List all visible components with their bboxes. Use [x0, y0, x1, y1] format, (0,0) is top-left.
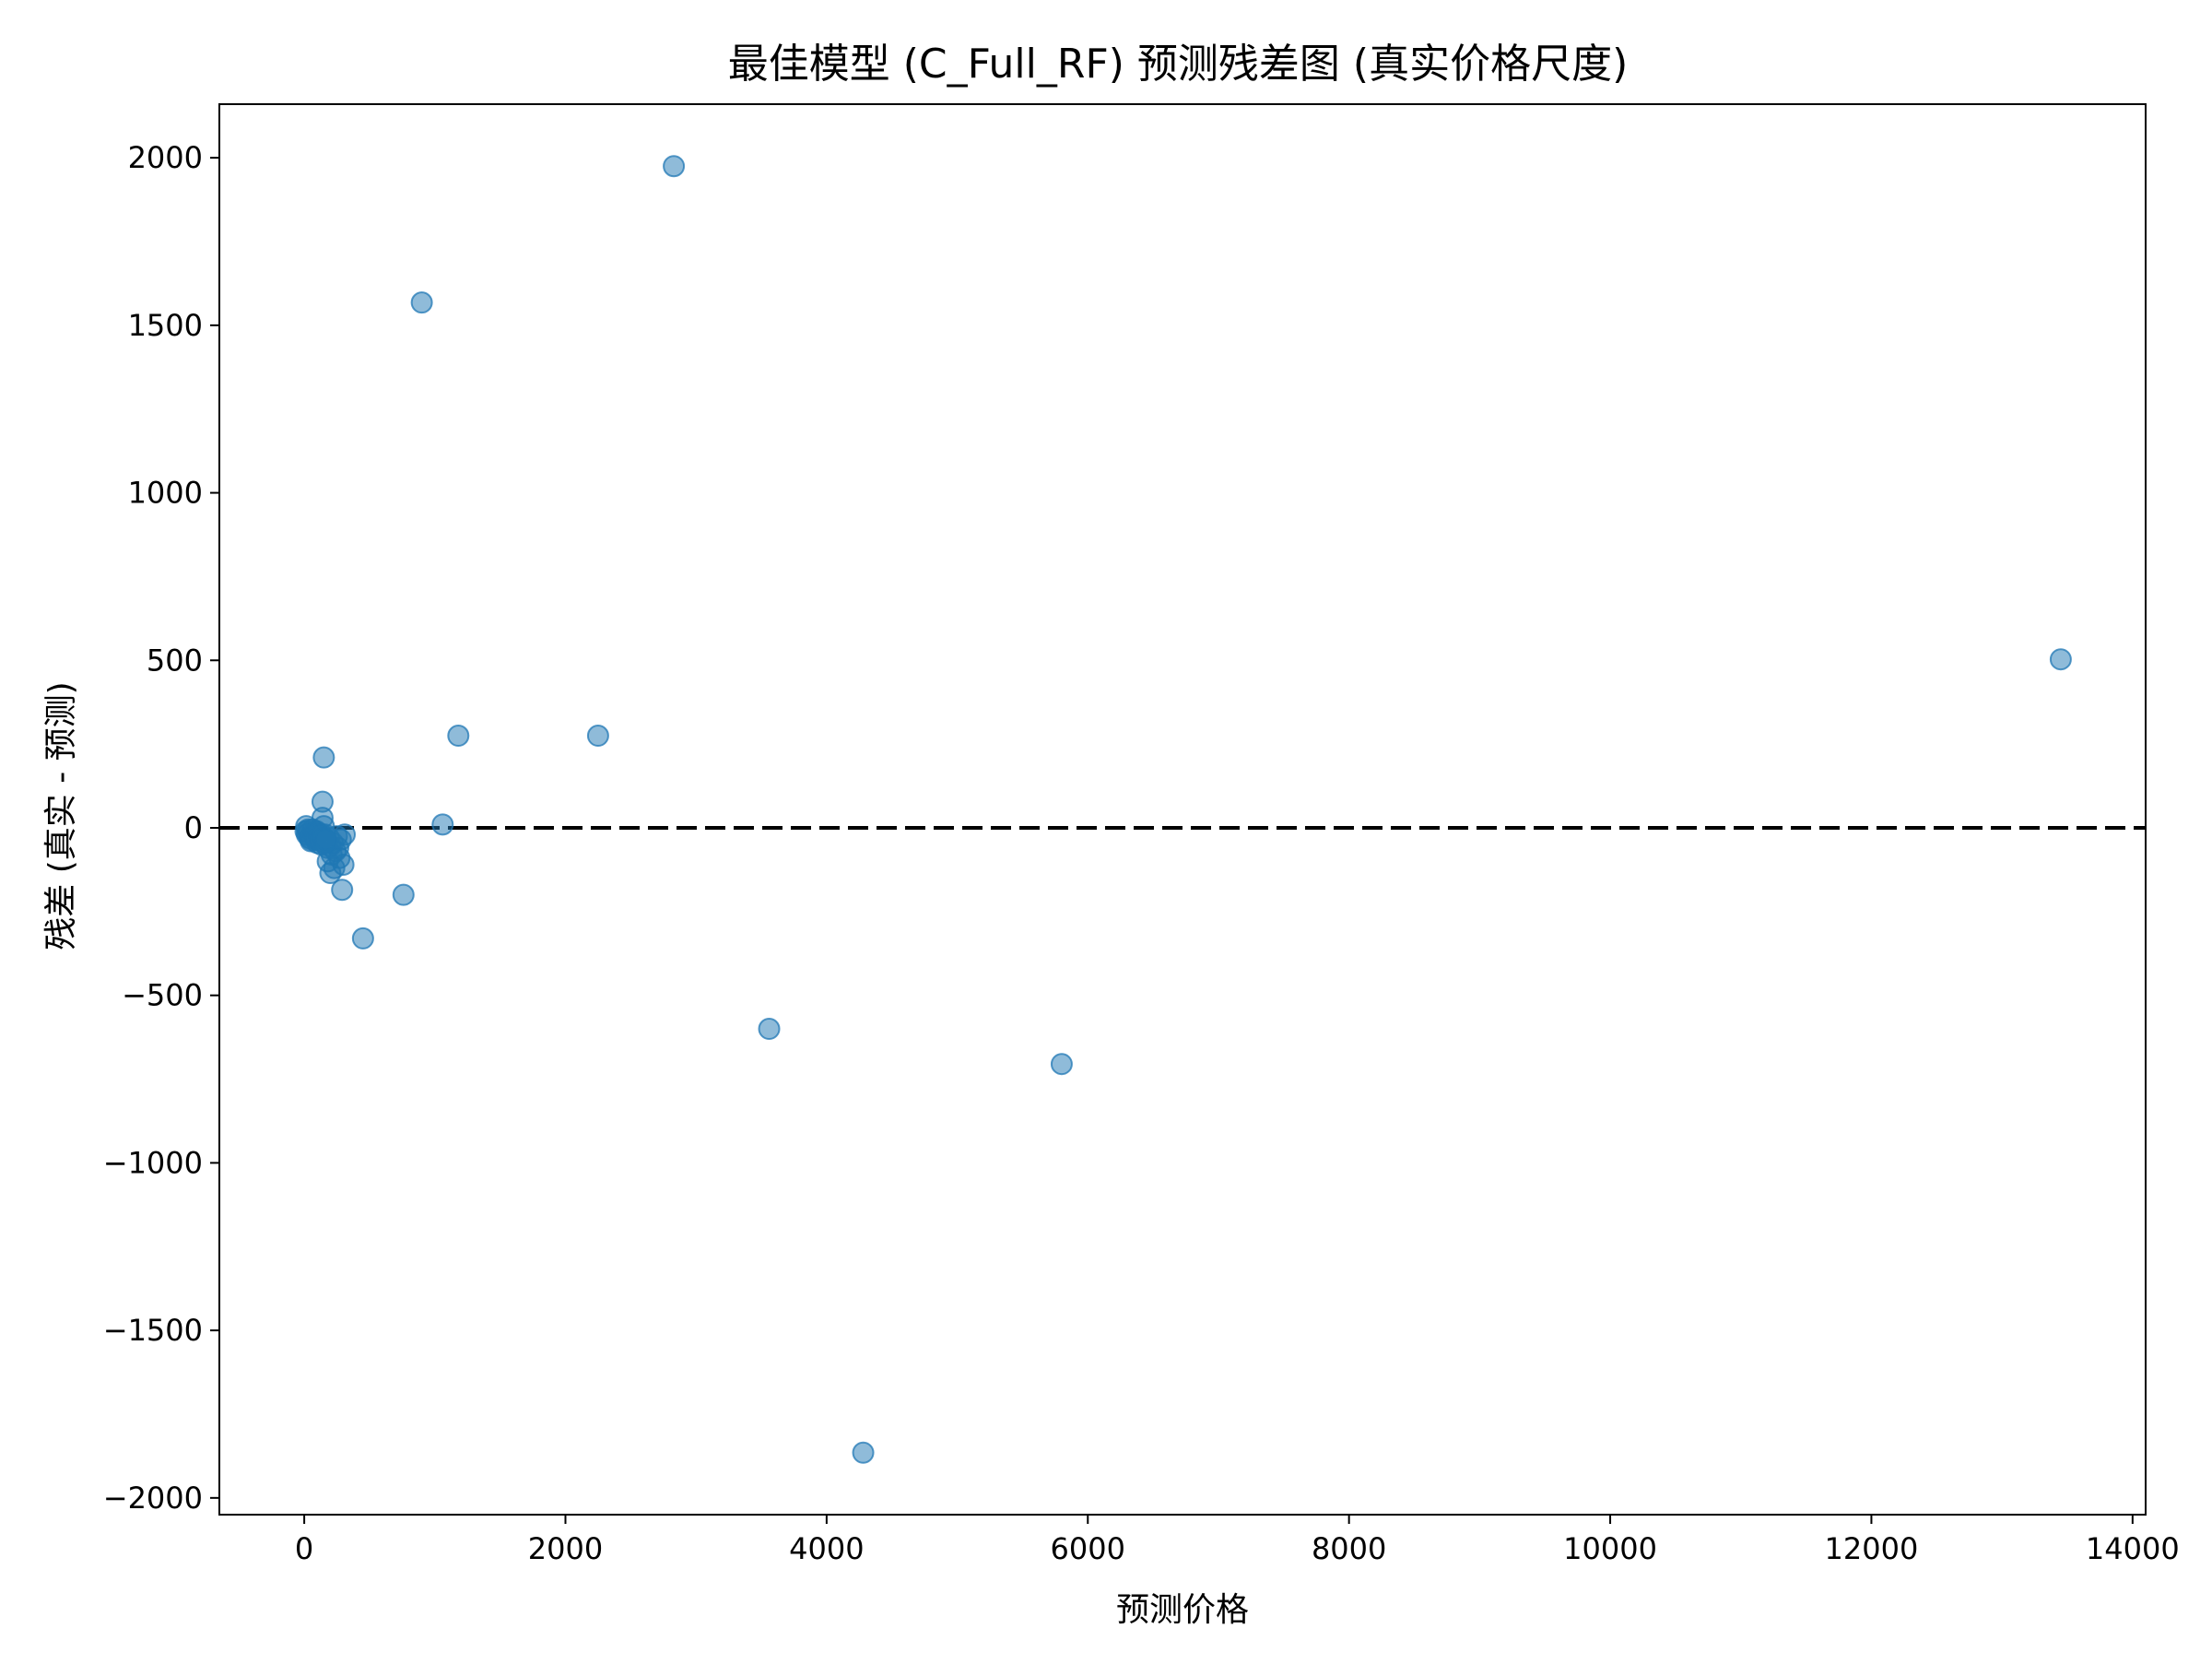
x-tick-label: 2000	[528, 1531, 603, 1566]
x-tick-label: 14000	[2086, 1531, 2180, 1566]
data-point	[312, 746, 335, 769]
plot-frame	[218, 103, 2147, 1516]
data-point	[852, 1441, 875, 1464]
data-point	[331, 879, 354, 902]
x-tick-label: 10000	[1563, 1531, 1657, 1566]
plot-area: 0 2000 4000 6000 8000 10000 12000 1400020001500…	[103, 103, 2180, 1566]
y-axis-label: 残差 (真实 - 预测)	[42, 681, 80, 950]
data-point	[314, 828, 337, 851]
y-tick-label: −2000	[103, 1481, 203, 1516]
y-tick-label: −1500	[103, 1313, 203, 1348]
x-tick-label: 0	[295, 1531, 313, 1566]
data-point	[758, 1018, 781, 1041]
x-tick-label: 8000	[1312, 1531, 1386, 1566]
y-tick-label: 1000	[128, 476, 203, 511]
data-point	[1050, 1053, 1073, 1076]
x-axis-label: 预测价格	[1116, 1591, 1249, 1629]
data-point	[392, 883, 415, 906]
y-tick-label: 1500	[128, 308, 203, 343]
data-point	[431, 813, 454, 836]
x-tick-label: 6000	[1051, 1531, 1125, 1566]
y-tick-label: −1000	[103, 1145, 203, 1180]
y-tick-label: 2000	[128, 140, 203, 175]
x-tick-label: 12000	[1825, 1531, 1919, 1566]
chart-title: 最佳模型 (C_Full_RF) 预测残差图 (真实价格尺度)	[728, 41, 1628, 88]
data-point	[663, 155, 686, 178]
data-point	[2049, 648, 2072, 671]
data-point	[447, 725, 470, 748]
data-point	[586, 725, 609, 748]
y-tick-label: −500	[122, 978, 203, 1013]
data-point	[351, 926, 374, 950]
y-tick-label: 500	[147, 643, 203, 678]
data-point	[328, 846, 351, 869]
data-point	[410, 291, 433, 314]
y-tick-label: 0	[184, 810, 203, 845]
x-tick-label: 4000	[789, 1531, 864, 1566]
